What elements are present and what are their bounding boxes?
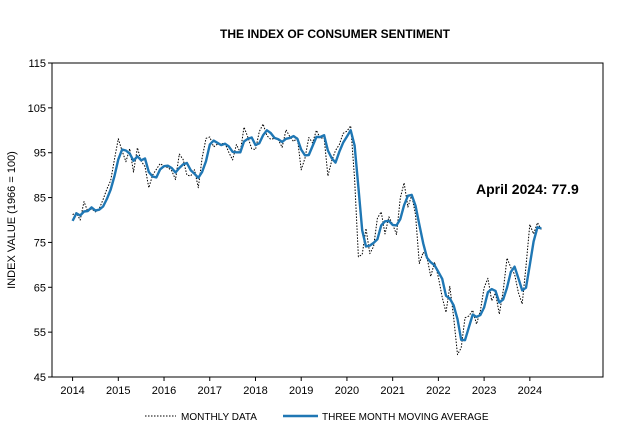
x-tick-label: 2023 bbox=[472, 385, 496, 397]
x-tick-label: 2014 bbox=[60, 385, 84, 397]
x-tick-label: 2018 bbox=[243, 385, 267, 397]
x-tick-label: 2017 bbox=[198, 385, 222, 397]
y-axis-label: INDEX VALUE (1966 = 100) bbox=[6, 151, 18, 289]
annotation-label: April 2024: 77.9 bbox=[476, 181, 579, 197]
y-tick-label: 75 bbox=[34, 237, 46, 249]
plot-frame bbox=[51, 62, 604, 378]
x-tick-label: 2015 bbox=[106, 385, 130, 397]
legend-label-monthly: MONTHLY DATA bbox=[181, 412, 257, 423]
x-tick-label: 2020 bbox=[335, 385, 359, 397]
y-tick-label: 105 bbox=[28, 103, 46, 115]
x-tick-label: 2016 bbox=[152, 385, 176, 397]
x-tick-label: 2024 bbox=[518, 385, 542, 397]
legend-label-moving-average: THREE MONTH MOVING AVERAGE bbox=[322, 412, 489, 423]
y-tick-label: 55 bbox=[34, 327, 46, 339]
series-line-moving-average bbox=[71, 129, 542, 342]
x-tick-label: 2022 bbox=[426, 385, 450, 397]
x-tick-label: 2021 bbox=[380, 385, 404, 397]
y-tick-label: 85 bbox=[34, 193, 46, 205]
y-tick-label: 65 bbox=[34, 282, 46, 294]
y-tick-label: 115 bbox=[28, 58, 46, 70]
plot-area: 45 55 65 75 85 95 105 115 2014 2015 2016 2017 2018 20… bbox=[28, 58, 604, 397]
chart-title: THE INDEX OF CONSUMER SENTIMENT bbox=[220, 27, 451, 41]
y-tick-label: 95 bbox=[34, 148, 46, 160]
y-tick-label: 45 bbox=[34, 372, 46, 384]
x-tick-label: 2019 bbox=[289, 385, 313, 397]
legend: MONTHLY DATA THREE MONTH MOVING AVERAGE bbox=[145, 412, 489, 423]
